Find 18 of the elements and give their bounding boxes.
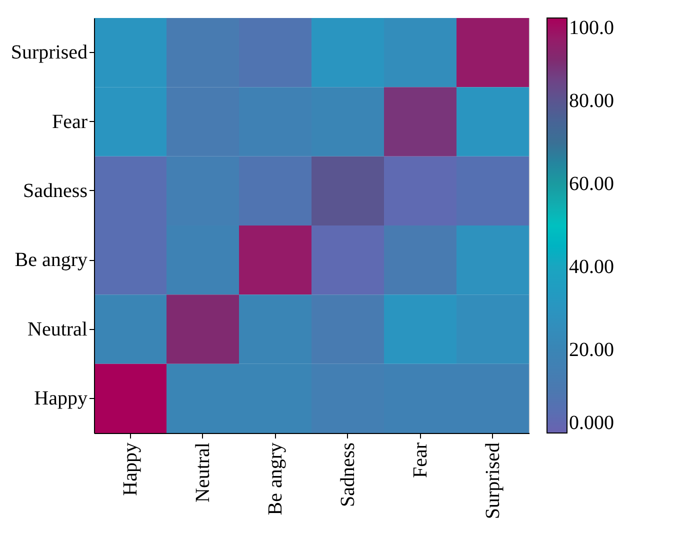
color-bar-label: 0.000 [569, 412, 614, 434]
x-tick-label: Neutral [192, 442, 214, 502]
y-tick-label: Surprised [10, 42, 88, 64]
y-tick-label: Fear [52, 110, 88, 133]
color-bar-label: 100.0 [569, 17, 614, 39]
x-tick-label: Fear [409, 442, 432, 478]
x-tick-label: Be angry [264, 442, 286, 516]
color-bar-label: 20.00 [569, 339, 614, 361]
y-tick-label: Neutral [28, 318, 88, 340]
color-bar-label: 40.00 [569, 256, 614, 278]
y-tick-label: Sadness [23, 180, 88, 202]
x-tick-label: Surprised [482, 442, 504, 520]
color-bar-label: 80.00 [569, 90, 614, 112]
color-bar-label: 60.00 [569, 173, 614, 195]
y-tick-label: Happy [34, 387, 88, 410]
x-tick-label: Sadness [336, 442, 359, 507]
x-tick-label: Happy [119, 442, 142, 496]
y-tick-label: Be angry [14, 249, 88, 272]
